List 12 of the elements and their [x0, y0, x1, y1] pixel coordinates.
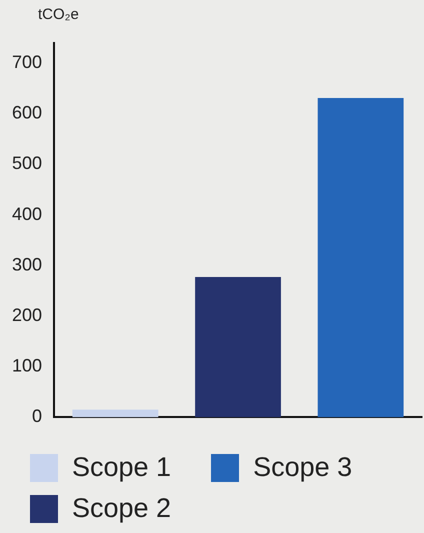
y-tick-label: 600	[12, 102, 42, 123]
y-axis-title: tCO₂e	[38, 6, 79, 23]
legend-label: Scope 1	[72, 452, 172, 483]
y-tick-label: 200	[12, 304, 42, 325]
y-tick-label: 400	[12, 204, 42, 224]
y-tick-label: 500	[12, 153, 42, 174]
y-tick-label: 700	[12, 52, 42, 72]
y-tick-label: 300	[12, 254, 42, 274]
legend-label: Scope 3	[253, 452, 352, 483]
y-tick-label: 0	[32, 406, 42, 426]
legend-label: Scope 2	[72, 493, 172, 524]
y-tick-label: 100	[12, 356, 42, 376]
